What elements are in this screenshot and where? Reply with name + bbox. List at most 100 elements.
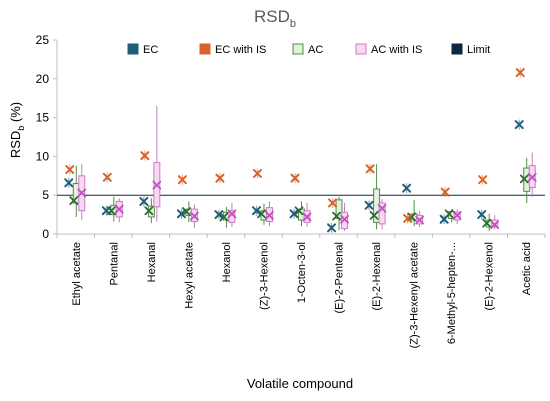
x-category-label: (Z)-3-Hexenol (258, 242, 270, 310)
ec-is-point (365, 163, 375, 174)
ec-is-point-x-stroke-b (328, 198, 338, 208)
legend-label: EC with IS (215, 44, 266, 56)
x-category-label: 6-Methyl-5-hepten-... (446, 242, 458, 344)
ac-is-point (302, 212, 312, 222)
markers (64, 67, 537, 233)
ec-is-point-x-stroke-b (440, 187, 450, 197)
legend-item: AC with IS (355, 43, 422, 56)
ec-is-point (140, 150, 150, 161)
ec-point (176, 208, 186, 219)
ac-is-box (153, 105, 161, 222)
ac-point (519, 174, 529, 184)
ec-point-x (101, 206, 111, 216)
ec-point-x (176, 209, 186, 219)
ac-point-stroke-b (482, 218, 492, 228)
y-axis-label-unit: (%) (8, 102, 23, 126)
ac-is-point (77, 188, 87, 198)
ec-point-x-stroke-b (251, 206, 261, 216)
ac-is-point-stroke-b (340, 214, 349, 224)
ec-is-point-x (478, 175, 488, 185)
ec-is-point-x (215, 173, 225, 183)
ac-is-point-stroke-b (265, 210, 274, 220)
legend-swatch (127, 43, 139, 55)
ec-point (251, 205, 261, 216)
ec-point-x (514, 120, 524, 130)
ec-point-x (64, 178, 74, 188)
ec-point (402, 183, 412, 194)
ac-is-point-stroke-b (77, 188, 87, 198)
y-tick-label: 0 (42, 227, 49, 241)
legend-item: AC (292, 43, 323, 56)
ec-is-point-x-stroke-b (65, 165, 75, 175)
ec-point-x (139, 196, 149, 206)
ac-is-point (227, 209, 237, 219)
ec-is-point-x (65, 165, 75, 175)
ec-point-x-stroke-b (477, 210, 487, 220)
x-category-label: Hexanal (146, 242, 158, 282)
ec-is-point-x-stroke-b (478, 175, 488, 185)
x-category-label: Ethyl acetate (71, 242, 83, 306)
ec-point (514, 119, 524, 130)
y-tick-label: 5 (42, 188, 49, 202)
ac-is-point-stroke-b (527, 172, 537, 182)
legend-item: EC (127, 43, 158, 56)
ac-point (181, 207, 191, 216)
ac-point-stroke-b (369, 210, 379, 220)
ec-is-point-x-stroke-b (252, 168, 262, 178)
x-axis: Ethyl acetate Pentanal Hexanal Hexyl acetat… (56, 233, 546, 348)
ec-point-x (251, 206, 261, 216)
ec-is-point (290, 173, 300, 184)
ac-point (219, 212, 229, 222)
ac-is-point (189, 211, 199, 221)
legend-swatch (355, 43, 367, 55)
legend-label: AC (308, 44, 323, 56)
ec-is-point-x (328, 198, 338, 208)
ec-is-point (215, 173, 225, 184)
ac-is-point-stroke-b (189, 211, 199, 221)
ec-point-x (289, 209, 299, 219)
ac-point-stroke-b (181, 207, 191, 216)
ac-is-point-stroke-b (415, 215, 425, 225)
ac-is-point-stroke-b (490, 220, 500, 230)
ac-is-box (378, 199, 386, 230)
ec-is-point (328, 197, 338, 208)
ac-is-point-stroke-b (452, 210, 462, 220)
ec-point-x-stroke-b (214, 210, 224, 220)
ac-point-stroke-b (69, 196, 79, 206)
ec-is-point-x (177, 175, 187, 185)
plot-area: 0 5 10 15 20 25 Ethyl acetate Pentanal Hexanal H… (36, 33, 546, 348)
ec-is-point-x (440, 187, 450, 197)
ec-point (364, 200, 374, 211)
chart-title: RSDb (254, 7, 296, 30)
ec-point (327, 222, 337, 233)
ac-is-point (415, 215, 425, 225)
ec-is-point-x-stroke-b (102, 172, 112, 182)
ec-point-x (439, 214, 449, 224)
ac-is-point-stroke-b (152, 180, 162, 190)
ac-point-stroke-b (294, 206, 304, 216)
ec-is-point (177, 174, 187, 185)
ac-is-point (152, 180, 162, 190)
box-plots (72, 105, 536, 231)
ec-is-point-x-stroke-b (515, 68, 525, 78)
ec-is-point-x-stroke-b (290, 173, 300, 183)
ac-point (332, 211, 341, 221)
x-category-label: 1-Octen-3-ol (296, 242, 308, 303)
legend-swatch (451, 43, 463, 55)
x-axis-label: Volatile compound (247, 376, 353, 391)
ec-point-x (327, 223, 337, 233)
y-tick-label: 20 (36, 72, 50, 86)
ec-point-x (214, 210, 224, 220)
ec-point (439, 214, 449, 225)
ec-point-x-stroke-b (364, 200, 374, 210)
x-category-label: Hexyl acetate (183, 242, 195, 309)
ac-is-point (114, 204, 124, 214)
legend-label: Limit (467, 44, 490, 56)
chart-title-subscript: b (290, 18, 296, 30)
ec-is-point-x (140, 151, 150, 161)
ec-is-point-x (365, 164, 375, 174)
legend-swatch (292, 43, 304, 55)
ec-point-x-stroke-b (402, 183, 412, 193)
ac-point-stroke-b (257, 209, 266, 219)
ec-is-point (65, 164, 75, 175)
